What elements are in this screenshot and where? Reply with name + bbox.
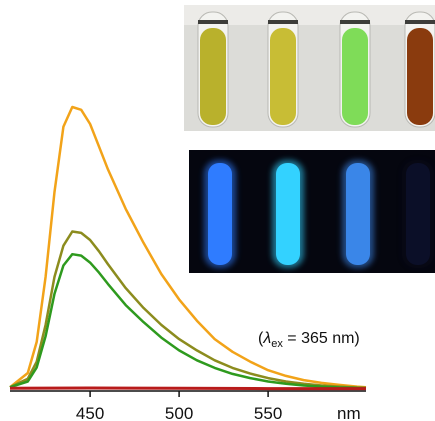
series-line-4	[9, 386, 366, 391]
uv-vial	[272, 160, 304, 268]
x-tick-label: 550	[254, 404, 282, 421]
uv-photo	[189, 150, 435, 273]
x-unit-label: nm	[337, 404, 361, 421]
x-tick-label: 500	[165, 404, 193, 421]
series-line-2	[9, 230, 367, 389]
daylight-vial	[404, 11, 435, 128]
excitation-annotation: (λex = 365 nm)	[258, 330, 360, 350]
series-line-1	[9, 105, 367, 389]
uv-vial	[342, 160, 374, 268]
daylight-vial	[197, 11, 229, 128]
x-tick-label: 450	[76, 404, 104, 421]
uv-vial	[204, 160, 236, 268]
daylight-vial	[339, 11, 371, 128]
daylight-photo	[184, 5, 435, 131]
daylight-vial	[267, 11, 299, 128]
series-line-3	[9, 252, 367, 390]
uv-vial	[402, 160, 434, 268]
